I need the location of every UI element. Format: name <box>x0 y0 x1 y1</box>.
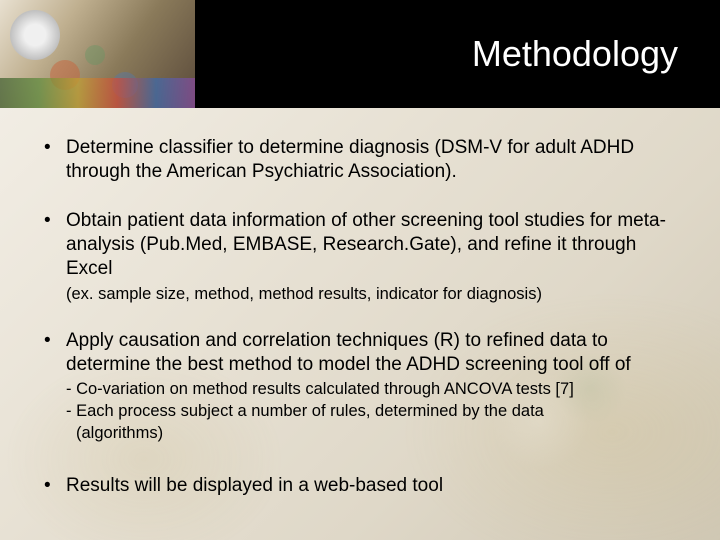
slide-content: Determine classifier to determine diagno… <box>0 108 720 499</box>
slide: Methodology Determine classifier to dete… <box>0 0 720 540</box>
slide-title: Methodology <box>195 33 720 75</box>
bullet-text: Determine classifier to determine diagno… <box>66 137 634 182</box>
bullet-text: Obtain patient data information of other… <box>66 210 666 280</box>
header-graphic <box>0 0 195 108</box>
bullet-subtext: (ex. sample size, method, method results… <box>66 284 678 305</box>
bullet-item: Determine classifier to determine diagno… <box>42 136 678 185</box>
bullet-item: Results will be displayed in a web-based… <box>42 474 678 498</box>
bullet-subline: (algorithms) <box>66 422 678 444</box>
slide-header: Methodology <box>0 0 720 108</box>
bullet-subline: - Each process subject a number of rules… <box>66 400 678 422</box>
bullet-text: Results will be displayed in a web-based… <box>66 475 443 496</box>
bullet-list: Determine classifier to determine diagno… <box>42 136 678 499</box>
bullet-text: Apply causation and correlation techniqu… <box>66 330 631 375</box>
bullet-item: Obtain patient data information of other… <box>42 209 678 305</box>
bullet-item: Apply causation and correlation techniqu… <box>42 329 678 444</box>
bullet-subline: - Co-variation on method results calcula… <box>66 378 678 400</box>
